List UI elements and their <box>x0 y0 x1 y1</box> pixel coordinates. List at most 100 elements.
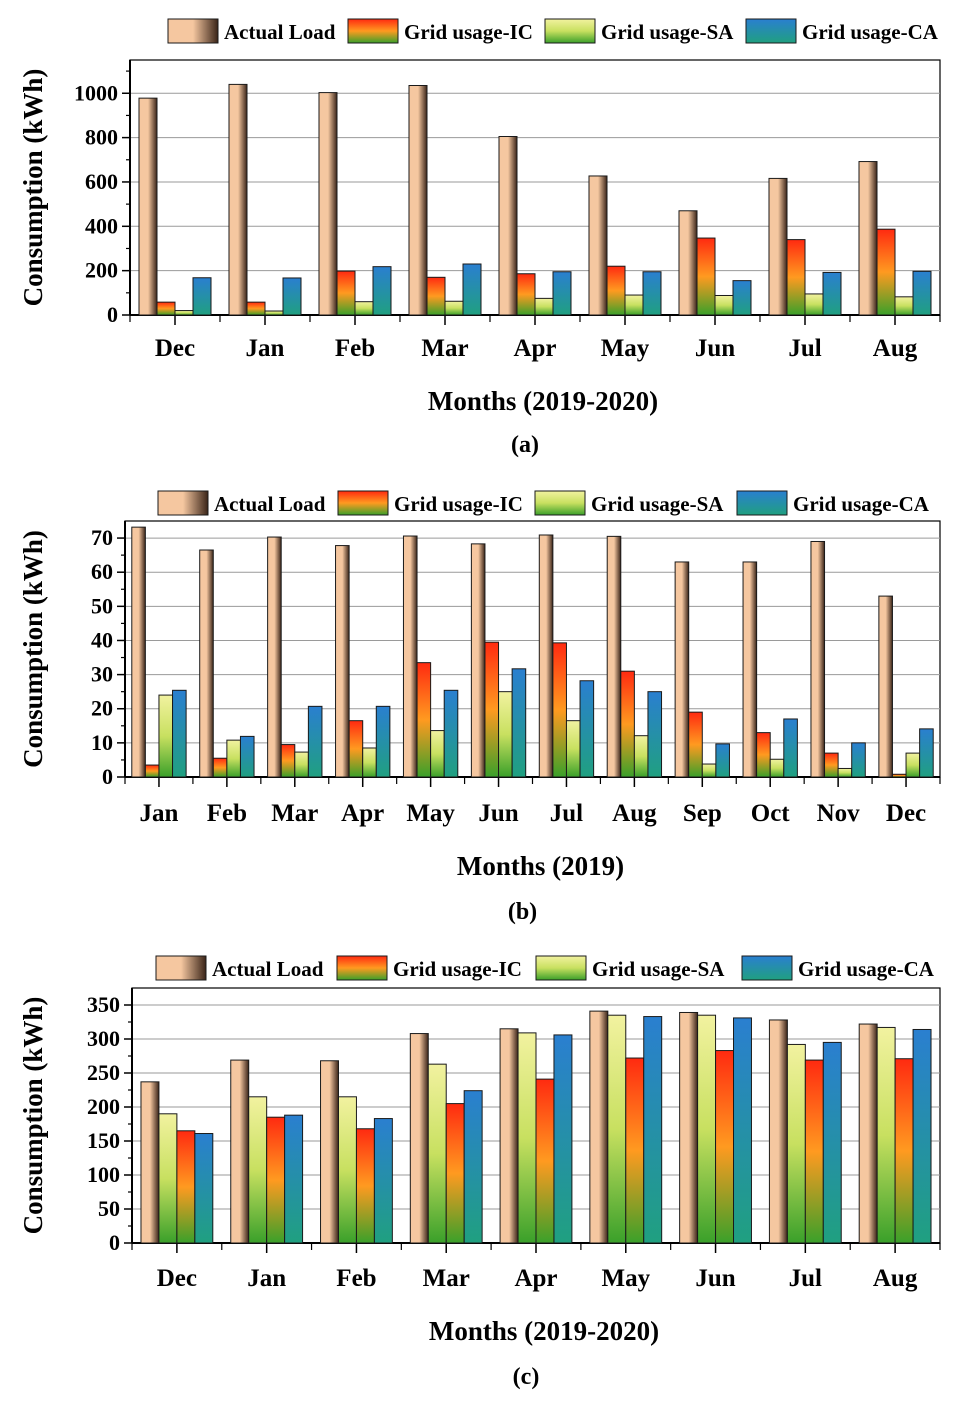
y-tick-label: 30 <box>91 662 113 687</box>
y-tick-label: 150 <box>87 1128 120 1153</box>
bar-actual-apr <box>499 1028 519 1244</box>
bar-ca-sep <box>715 743 730 778</box>
legend-swatch-sa <box>534 490 586 516</box>
bar-ca-jun <box>511 668 527 778</box>
y-tick-label: 0 <box>102 764 113 789</box>
bar-sa-feb <box>337 1096 357 1244</box>
legend-swatch-sa <box>544 18 596 44</box>
bar-ic-jan <box>144 764 160 778</box>
bar-actual-jan <box>230 1059 250 1244</box>
x-tick-label-may: May <box>601 1265 650 1292</box>
bar-actual-may <box>402 535 418 778</box>
bar-actual-feb <box>318 92 338 316</box>
bar-ca-jan <box>284 1114 304 1244</box>
bar-ic-may <box>606 265 626 316</box>
bar-ic-apr <box>516 273 536 316</box>
x-tick-label-jan: Jan <box>246 335 285 362</box>
y-tick-label: 250 <box>87 1060 120 1085</box>
y-tick-label: 400 <box>85 213 118 238</box>
x-tick-label-mar: Mar <box>271 800 318 827</box>
y-tick-label: 1000 <box>74 80 118 105</box>
bar-ca-may <box>443 689 459 778</box>
x-tick-label-apr: Apr <box>514 1265 557 1292</box>
bar-sa-aug <box>633 735 649 778</box>
bar-sa-dec <box>174 310 194 316</box>
x-axis-title: Months (2019) <box>457 851 624 881</box>
bar-sa-apr <box>534 297 554 316</box>
bar-sa-jan <box>248 1096 268 1244</box>
bar-actual-dec <box>878 595 893 778</box>
y-tick-label: 300 <box>87 1026 120 1051</box>
bar-actual-mar <box>408 85 428 316</box>
bar-actual-dec <box>138 97 158 316</box>
bar-ic-dec <box>176 1130 196 1244</box>
y-axis-title: Consumption (kWh) <box>18 997 48 1235</box>
legend-label-ic: Grid usage-IC <box>393 957 522 981</box>
x-tick-label-apr: Apr <box>513 335 556 362</box>
bar-ic-apr <box>348 720 364 778</box>
y-tick-label: 0 <box>107 302 118 327</box>
x-axis-title: Months (2019-2020) <box>429 1316 659 1346</box>
legend-label-sa: Grid usage-SA <box>592 957 725 981</box>
x-tick-label-dec: Dec <box>155 335 195 362</box>
y-tick-label: 10 <box>91 730 113 755</box>
bar-ca-feb <box>373 1118 393 1244</box>
y-tick-label: 800 <box>85 125 118 150</box>
legend-swatch-ic <box>337 490 389 516</box>
x-tick-label-oct: Oct <box>751 800 791 827</box>
bar-ic-jan <box>266 1116 286 1244</box>
panel-caption: (b) <box>508 899 537 925</box>
x-tick-label-nov: Nov <box>817 800 861 827</box>
x-tick-label-apr: Apr <box>341 800 384 827</box>
bar-ca-jul <box>822 271 842 316</box>
bar-sa-jun <box>498 691 513 778</box>
bar-ca-mar <box>462 263 482 316</box>
bar-sa-may <box>430 730 445 778</box>
panel-caption: (c) <box>513 1364 540 1390</box>
bar-sa-apr <box>362 747 377 778</box>
legend-label-actual: Actual Load <box>214 492 326 516</box>
legend: Actual Load Grid usage-IC Grid usage-SA Gri… <box>167 18 939 44</box>
bar-sa-apr <box>517 1032 537 1244</box>
y-tick-label: 200 <box>85 258 118 283</box>
legend-label-ca: Grid usage-CA <box>798 957 935 981</box>
x-tick-label-jun: Jun <box>695 1265 735 1292</box>
bar-ca-jul <box>579 680 595 778</box>
bar-sa-oct <box>769 758 785 778</box>
x-tick-label-jan: Jan <box>247 1265 286 1292</box>
x-tick-label-aug: Aug <box>612 800 657 827</box>
y-tick-label: 70 <box>91 525 113 550</box>
bar-ic-feb <box>212 757 228 778</box>
bar-actual-apr <box>498 136 518 316</box>
x-tick-label-jul: Jul <box>788 335 821 362</box>
bar-actual-aug <box>858 161 878 316</box>
bar-ic-jul <box>552 642 567 778</box>
x-tick-label-dec: Dec <box>886 800 926 827</box>
legend-label-ic: Grid usage-IC <box>404 20 533 44</box>
bar-sa-may <box>624 294 644 316</box>
bar-actual-apr <box>335 545 350 778</box>
bar-ca-aug <box>912 1028 932 1244</box>
bar-ic-mar <box>280 744 296 778</box>
x-tick-label-jul: Jul <box>789 1265 822 1292</box>
bar-ic-sep <box>688 711 703 778</box>
bar-actual-sep <box>674 561 690 778</box>
bar-ic-apr <box>535 1078 555 1244</box>
x-tick-label-jan: Jan <box>140 800 179 827</box>
bar-sa-jul <box>565 720 581 778</box>
bar-ic-dec <box>156 301 176 316</box>
legend-label-ca: Grid usage-CA <box>793 492 930 516</box>
bar-actual-may <box>588 175 608 316</box>
bar-actual-feb <box>320 1060 339 1244</box>
y-axis-title: Consumption (kWh) <box>18 69 48 307</box>
legend-swatch-actual <box>155 955 207 981</box>
legend: Actual Load Grid usage-IC Grid usage-SA Gri… <box>155 955 935 981</box>
legend-label-actual: Actual Load <box>212 957 324 981</box>
bar-sa-mar <box>427 1063 447 1244</box>
bar-ic-jan <box>246 301 266 316</box>
bar-ca-aug <box>647 691 663 778</box>
chart-panel-a: 0 200 400 600 800 1000 Dec Jan Feb Mar Apr May Jun Ju… <box>18 18 941 458</box>
legend-swatch-ic <box>347 18 399 44</box>
bar-ic-jun <box>715 1050 735 1244</box>
